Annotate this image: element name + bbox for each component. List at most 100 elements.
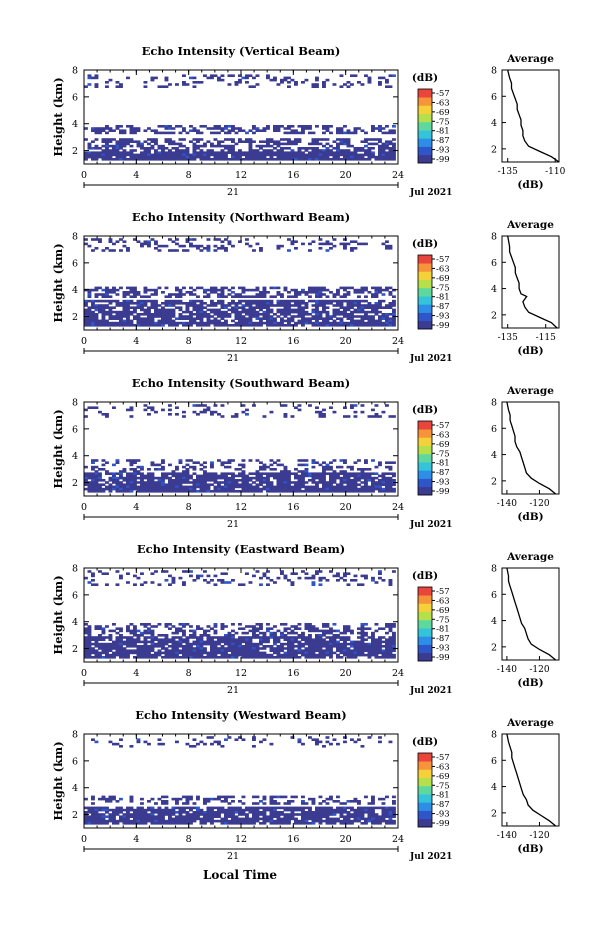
heatmap-cell [329,479,333,482]
heatmap-cell [224,642,228,646]
heatmap-cell [185,742,190,746]
heatmap-cell [238,138,242,141]
heatmap-cell [199,286,204,290]
heatmap-cell [248,244,253,248]
heatmap-cell [210,151,214,154]
heatmap-cell [343,490,347,493]
heatmap-cell [196,651,200,655]
heatmap-cell [294,625,298,628]
heatmap-cell [252,125,256,128]
heatmap-cell [210,472,214,475]
x-tick-label: 0 [81,502,87,513]
heatmap-cell [105,321,109,325]
heatmap-cell [182,293,186,296]
heatmap-cell [357,153,361,157]
heatmap-cell [364,315,368,318]
heatmap-cell [87,490,92,493]
heatmap-cell [210,638,214,641]
heatmap-cell [154,306,158,309]
colorbar-tick-label: -63 [436,98,450,108]
heatmap-cell [231,579,235,582]
heatmap-cell [353,308,358,312]
heatmap-cell [252,656,256,659]
heatmap-cell [126,479,130,482]
heatmap-cell [353,74,358,77]
heatmap-cell [94,583,99,586]
heatmap-cell [304,474,309,478]
heatmap-cell [392,642,396,646]
heatmap-cell [346,302,351,305]
heatmap-cell [360,474,365,478]
heatmap-cell [297,313,302,316]
heatmap-cell [378,483,382,486]
heatmap-cell [227,138,232,141]
heatmap-cell [199,627,204,630]
heatmap-cell [213,158,218,161]
heatmap-cell [315,740,319,744]
heatmap-cell [294,806,298,810]
heatmap-cell [315,410,319,414]
heatmap-cell [119,808,123,812]
heatmap-cell [364,304,368,307]
heatmap-cell [308,576,312,580]
average-y-tick-label: 8 [491,564,497,575]
heatmap-cell [87,317,92,320]
heatmap-cell [325,295,330,298]
heatmap-cell [374,295,379,298]
heatmap-cell [185,153,190,157]
y-tick-label: 8 [72,66,78,77]
heatmap-cell [322,324,326,327]
heatmap-cell [290,131,295,135]
heatmap-cell [308,479,312,482]
heatmap-cell [220,415,225,418]
heatmap-cell [140,474,144,478]
heatmap-cell [371,310,375,314]
heatmap-cell [364,144,368,148]
heatmap-cell [196,244,200,248]
heatmap-cell [224,651,228,655]
heatmap-cell [262,151,267,154]
heatmap-cell [315,474,319,478]
heatmap-cell [136,140,141,143]
average-y-tick-label: 4 [491,284,497,295]
heatmap-cell [210,153,214,157]
heatmap-cell [353,288,358,292]
colorbar-segment [418,445,432,455]
heatmap-cell [339,127,344,130]
heatmap-cell [171,151,176,154]
heatmap-cell [154,481,158,484]
heatmap-cell [87,76,92,80]
x-tick-label: 8 [186,668,192,679]
heatmap-cell [161,151,165,154]
heatmap-cell [147,310,151,314]
heatmap-cell [182,581,186,584]
heatmap-cell [87,629,92,633]
heatmap-cell [227,656,232,659]
heatmap-cell [192,304,197,307]
heatmap-cell [259,317,263,320]
heatmap-cell [346,806,351,810]
heatmap-cell [276,302,281,305]
heatmap-cell [119,576,123,580]
heatmap-cell [91,313,95,316]
heatmap-cell [255,806,260,810]
heatmap-cell [290,308,295,312]
heatmap-cell [388,649,393,652]
heatmap-cell [171,131,176,135]
heatmap-cell [255,636,260,639]
heatmap-cell [164,158,169,161]
heatmap-cell [217,131,221,135]
heatmap-cell [385,645,389,648]
heatmap-cell [371,640,375,644]
heatmap-cell [91,490,95,493]
heatmap-cell [203,640,207,644]
heatmap-cell [346,642,351,646]
heatmap-cell [360,485,365,489]
heatmap-cell [280,634,284,637]
heatmap-cell [136,485,141,489]
heatmap-cell [94,286,99,290]
heatmap-cell [245,631,249,635]
heatmap-cell [353,481,358,484]
heatmap-cell [374,304,379,307]
heatmap-cell [353,315,358,318]
